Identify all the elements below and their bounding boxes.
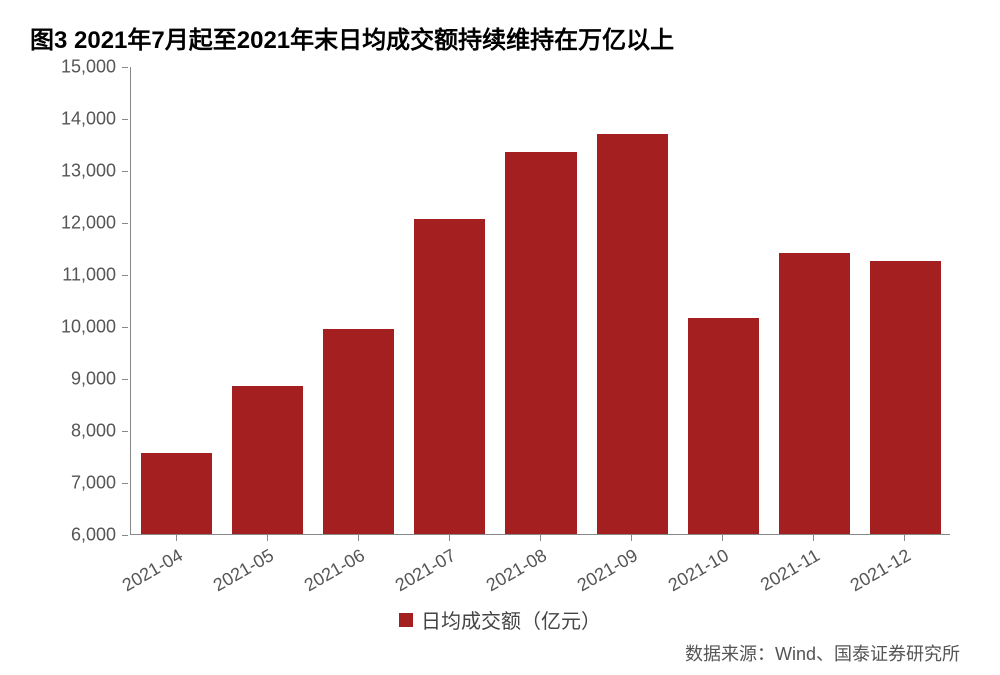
legend-swatch: [399, 613, 413, 627]
y-tick: [122, 223, 128, 224]
y-tick: [122, 67, 128, 68]
legend: 日均成交额（亿元）: [30, 605, 970, 634]
y-tick-label: 14,000: [61, 109, 116, 130]
y-tick-label: 12,000: [61, 213, 116, 234]
bar: [141, 453, 212, 534]
y-tick-label: 13,000: [61, 161, 116, 182]
y-tick: [122, 119, 128, 120]
x-tick-label: 2021-10: [644, 545, 732, 608]
bar: [232, 386, 303, 534]
y-tick: [122, 327, 128, 328]
x-tick: [267, 535, 268, 541]
bar: [688, 318, 759, 534]
bar: [597, 134, 668, 534]
bar: [779, 253, 850, 534]
x-tick: [813, 535, 814, 541]
y-tick-label: 6,000: [71, 525, 116, 546]
y-tick-label: 10,000: [61, 317, 116, 338]
bar: [870, 261, 941, 534]
x-tick: [449, 535, 450, 541]
x-tick-label: 2021-09: [553, 545, 641, 608]
x-tick-label: 2021-06: [280, 545, 368, 608]
x-tick-label: 2021-12: [826, 545, 914, 608]
x-tick: [176, 535, 177, 541]
x-tick: [722, 535, 723, 541]
data-source: 数据来源：Wind、国泰证券研究所: [30, 640, 970, 666]
bar-chart: 6,000 7,000 8,000 9,000 10,000 11,000 12,000 13…: [30, 67, 970, 597]
y-tick: [122, 431, 128, 432]
x-tick: [358, 535, 359, 541]
plot-area: [130, 67, 950, 535]
x-tick: [904, 535, 905, 541]
bar: [414, 219, 485, 534]
y-tick: [122, 483, 128, 484]
x-tick: [631, 535, 632, 541]
bar: [505, 152, 576, 534]
x-tick: [540, 535, 541, 541]
y-tick-label: 15,000: [61, 57, 116, 78]
bar: [323, 329, 394, 534]
y-tick-label: 8,000: [71, 421, 116, 442]
y-tick-label: 7,000: [71, 473, 116, 494]
y-tick: [122, 275, 128, 276]
x-tick-label: 2021-04: [98, 545, 186, 608]
y-tick-label: 9,000: [71, 369, 116, 390]
legend-label: 日均成交额（亿元）: [421, 605, 601, 634]
x-tick-label: 2021-08: [462, 545, 550, 608]
y-tick: [122, 379, 128, 380]
y-tick: [122, 535, 128, 536]
chart-title: 图3 2021年7月起至2021年末日均成交额持续维持在万亿以上: [30, 20, 970, 55]
x-tick-label: 2021-11: [735, 545, 823, 608]
y-axis: 6,0007,0008,0009,00010,00011,00012,00013…: [30, 67, 120, 535]
y-tick: [122, 171, 128, 172]
x-tick-label: 2021-05: [189, 545, 277, 608]
x-tick-label: 2021-07: [371, 545, 459, 608]
y-tick-label: 11,000: [62, 265, 116, 286]
